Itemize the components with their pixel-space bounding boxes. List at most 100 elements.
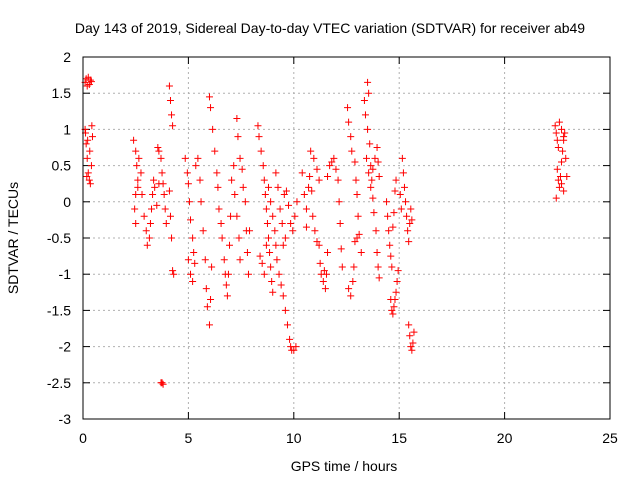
data-point: [322, 270, 330, 278]
data-point: [222, 281, 230, 289]
data-point: [282, 187, 290, 195]
data-point: [268, 277, 276, 285]
data-point: [165, 187, 173, 195]
data-point: [291, 212, 299, 220]
data-point: [383, 198, 391, 206]
data-point: [148, 205, 156, 213]
data-point: [409, 339, 417, 347]
data-point: [199, 227, 207, 235]
y-tick-label: 0.5: [52, 158, 72, 174]
data-point: [324, 172, 332, 180]
data-point: [262, 205, 270, 213]
data-point: [227, 212, 235, 220]
data-point: [134, 176, 142, 184]
data-point: [286, 335, 294, 343]
data-point: [236, 154, 244, 162]
y-tick-label: -0.5: [47, 230, 71, 246]
data-point: [281, 234, 289, 242]
data-point: [236, 256, 244, 264]
data-point: [154, 144, 162, 151]
data-point: [189, 234, 197, 242]
data-point: [302, 205, 310, 213]
data-point: [217, 220, 225, 228]
data-point: [326, 162, 334, 170]
data-point: [407, 205, 415, 213]
data-point: [255, 133, 263, 141]
data-point: [405, 321, 413, 329]
data-point: [246, 227, 254, 235]
data-point: [563, 172, 571, 180]
data-point: [165, 82, 173, 90]
data-point: [555, 183, 563, 191]
y-tick-label: -2.5: [47, 375, 71, 391]
y-tick-label: 1.5: [52, 85, 72, 101]
data-point: [230, 162, 238, 170]
data-point: [235, 234, 243, 242]
data-point: [82, 140, 90, 148]
data-point: [184, 180, 192, 188]
data-point: [347, 292, 355, 300]
data-point: [132, 220, 140, 228]
data-point: [84, 136, 92, 144]
data-point: [254, 122, 262, 130]
data-point: [85, 176, 93, 184]
data-point: [259, 162, 267, 170]
data-point: [408, 346, 416, 354]
data-point: [321, 285, 329, 293]
data-point: [361, 111, 369, 119]
data-point: [269, 212, 277, 220]
data-point: [373, 248, 381, 256]
data-point: [313, 165, 321, 173]
data-point: [558, 158, 566, 166]
data-point: [307, 147, 315, 155]
data-point: [315, 176, 323, 184]
data-point: [86, 76, 94, 84]
data-point: [386, 241, 394, 249]
data-point: [169, 122, 177, 130]
data-point: [271, 227, 279, 235]
plot-frame: [82, 56, 611, 420]
data-point: [402, 198, 410, 206]
data-point: [226, 241, 234, 249]
data-point: [372, 227, 380, 235]
data-point: [197, 198, 205, 206]
data-point: [161, 205, 169, 213]
data-point: [353, 234, 361, 242]
data-point: [196, 176, 204, 184]
data-point: [185, 198, 193, 206]
data-point: [363, 154, 371, 162]
data-point: [561, 129, 569, 137]
data-point: [208, 263, 216, 271]
data-point: [345, 285, 353, 293]
data-point: [228, 176, 236, 184]
data-point: [279, 241, 287, 249]
data-point: [88, 122, 96, 130]
data-point: [389, 310, 397, 318]
data-point: [558, 125, 566, 133]
data-point: [366, 140, 374, 148]
data-point: [344, 104, 352, 112]
data-point: [560, 187, 568, 195]
data-point: [555, 118, 563, 126]
data-point: [287, 220, 295, 228]
data-point: [332, 165, 340, 173]
data-point: [328, 158, 336, 166]
data-point: [404, 227, 412, 235]
data-point: [375, 172, 383, 180]
data-point: [151, 183, 159, 191]
data-point: [192, 162, 200, 170]
data-point: [218, 234, 226, 242]
data-point: [337, 245, 345, 253]
data-point: [345, 118, 353, 126]
data-point: [224, 270, 232, 278]
data-point: [403, 212, 411, 220]
data-point: [135, 154, 143, 162]
data-point: [149, 191, 157, 199]
data-point: [292, 343, 300, 351]
data-point: [83, 172, 91, 180]
data-point: [553, 136, 561, 144]
data-point: [393, 277, 401, 285]
y-tick-label: -1.5: [47, 302, 71, 318]
data-point: [145, 234, 153, 242]
